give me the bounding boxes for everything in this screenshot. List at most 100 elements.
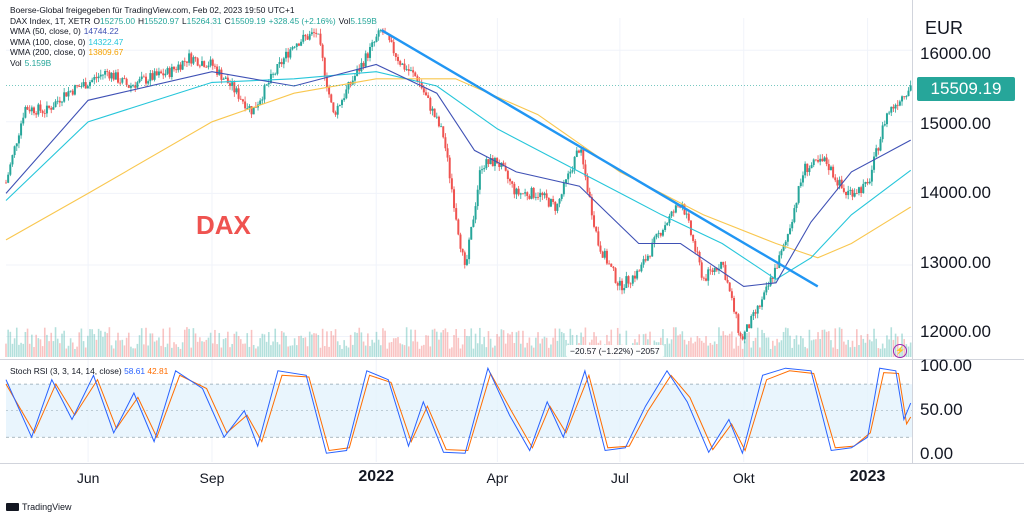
legend-volume: Vol 5.159B bbox=[10, 57, 52, 68]
candle-body bbox=[705, 278, 708, 281]
candle-body bbox=[812, 159, 815, 166]
volume-bar bbox=[405, 327, 408, 357]
candle-body bbox=[789, 228, 792, 235]
candle-body bbox=[50, 107, 53, 110]
candle-body bbox=[651, 242, 654, 257]
volume-bar bbox=[769, 348, 772, 357]
volume-bar bbox=[862, 338, 865, 357]
volume-bar bbox=[519, 343, 522, 357]
candle-body bbox=[155, 71, 158, 76]
volume-bar bbox=[433, 328, 436, 357]
candle-body bbox=[733, 297, 736, 312]
volume-bar bbox=[774, 345, 776, 357]
volume-bar bbox=[246, 333, 249, 357]
candle-body bbox=[621, 280, 624, 291]
candle-body bbox=[304, 34, 307, 37]
candle-body bbox=[205, 66, 208, 68]
volume-bar bbox=[517, 330, 520, 357]
x-tick-label: 2022 bbox=[358, 468, 394, 485]
candle-body bbox=[829, 166, 832, 171]
volume-bar bbox=[703, 342, 705, 357]
candle-body bbox=[20, 123, 23, 136]
volume-bar bbox=[875, 338, 877, 357]
close-value: 15509.19 bbox=[230, 15, 266, 26]
volume-bar bbox=[395, 338, 397, 357]
volume-bar bbox=[509, 334, 511, 357]
candle-body bbox=[696, 251, 699, 253]
candle-body bbox=[26, 107, 29, 110]
volume-bar bbox=[207, 337, 210, 357]
candle-body bbox=[498, 163, 501, 167]
volume-bar bbox=[412, 341, 414, 357]
candle-body bbox=[804, 163, 807, 176]
volume-bar bbox=[147, 345, 149, 357]
candle-body bbox=[459, 234, 462, 249]
volume-bar bbox=[487, 331, 490, 357]
volume-bar bbox=[196, 341, 199, 357]
volume-bar bbox=[431, 329, 434, 357]
volume-bar bbox=[504, 343, 507, 357]
candle-body bbox=[330, 94, 333, 103]
candle-body bbox=[198, 65, 201, 67]
volume-bar bbox=[93, 334, 96, 357]
candle-body bbox=[289, 49, 292, 58]
volume-bar bbox=[466, 335, 468, 357]
candle-body bbox=[164, 73, 167, 76]
wma200-line bbox=[5, 78, 911, 259]
candle-body bbox=[472, 219, 475, 227]
candle-body bbox=[549, 199, 552, 207]
candle-body bbox=[306, 36, 309, 40]
candle-body bbox=[394, 53, 397, 57]
volume-bar bbox=[261, 333, 264, 357]
lightning-icon[interactable]: ⚡ bbox=[893, 344, 907, 358]
volume-bar bbox=[199, 337, 201, 357]
volume-bar bbox=[793, 338, 796, 357]
candle-body bbox=[888, 112, 891, 114]
volume-bar bbox=[836, 348, 839, 357]
candle-body bbox=[558, 198, 561, 204]
volume-bar bbox=[80, 328, 83, 357]
volume-bar bbox=[349, 334, 352, 357]
volume-bar bbox=[87, 335, 89, 357]
candle-body bbox=[61, 101, 64, 103]
volume-bar bbox=[121, 339, 124, 357]
legend-wma100: WMA (100, close, 0) 14322.47 bbox=[10, 36, 124, 47]
wma50-line bbox=[5, 63, 911, 287]
candle-body bbox=[526, 192, 529, 196]
candle-body bbox=[845, 191, 848, 196]
candle-body bbox=[390, 40, 393, 42]
candle-body bbox=[743, 331, 746, 340]
volume-bar bbox=[722, 331, 725, 357]
volume-bar bbox=[362, 341, 365, 357]
volume-bar bbox=[351, 344, 354, 357]
candle-body bbox=[175, 69, 178, 71]
volume-bar bbox=[737, 345, 740, 357]
measure-tooltip: −20.57 (−1.22%) −2057 bbox=[566, 345, 664, 357]
volume-bar bbox=[545, 337, 548, 357]
volume-bar bbox=[71, 342, 74, 357]
candle-body bbox=[114, 72, 117, 80]
candle-body bbox=[317, 33, 320, 35]
volume-bar bbox=[293, 338, 296, 357]
volume-bar bbox=[491, 347, 494, 357]
change-value: +328.45 (+2.16%) bbox=[268, 15, 336, 26]
volume-bar bbox=[664, 344, 666, 357]
candle-body bbox=[745, 324, 748, 332]
volume-bar bbox=[541, 338, 544, 357]
candle-body bbox=[369, 46, 372, 58]
volume-bar bbox=[513, 343, 516, 357]
candle-body bbox=[483, 168, 486, 170]
volume-bar bbox=[789, 335, 791, 357]
volume-bar bbox=[806, 348, 809, 357]
volume-bar bbox=[56, 338, 59, 357]
candle-body bbox=[623, 288, 626, 291]
volume-bar bbox=[37, 338, 40, 357]
volume-bar bbox=[127, 332, 130, 357]
y-tick-label: 13000.00 bbox=[920, 253, 991, 272]
candle-body bbox=[179, 64, 182, 70]
candle-body bbox=[319, 33, 322, 45]
volume-bar bbox=[698, 338, 701, 357]
candle-body bbox=[707, 269, 710, 281]
volume-bar bbox=[360, 332, 363, 357]
volume-bar bbox=[250, 329, 253, 357]
